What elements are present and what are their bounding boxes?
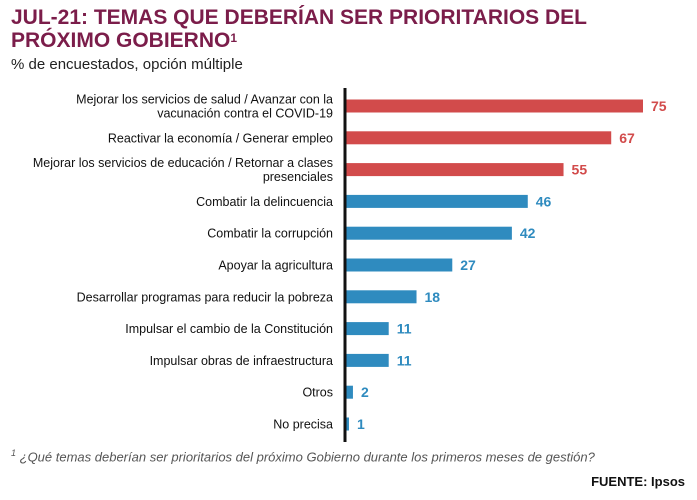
- chart-subtitle: % de encuestados, opción múltiple: [11, 56, 243, 73]
- category-label-8: Impulsar el cambio de la Constitución: [125, 322, 333, 336]
- bar-8: [345, 322, 389, 336]
- category-label-10: Otros: [302, 386, 333, 400]
- category-label-5: Combatir la corrupción: [207, 227, 333, 241]
- value-label-1: 75: [651, 98, 667, 114]
- value-label-2: 67: [619, 130, 635, 146]
- category-label-9: Impulsar obras de infraestructura: [150, 354, 333, 368]
- category-label-3: Mejorar los servicios de educación / Ret…: [33, 156, 333, 184]
- bar-10: [345, 385, 353, 399]
- bar-7: [345, 290, 417, 304]
- bar-chart: Mejorar los servicios de salud / Avanzar…: [33, 88, 667, 442]
- footnote-mark: 1: [11, 448, 17, 458]
- bar-9: [345, 353, 389, 367]
- category-label-11: No precisa: [273, 418, 333, 432]
- category-label-1: Mejorar los servicios de salud / Avanzar…: [76, 93, 333, 121]
- bar-6: [345, 258, 453, 272]
- source-label: FUENTE: Ipsos: [591, 474, 685, 489]
- chart-title-text: JUL-21: TEMAS QUE DEBERÍAN SER PRIORITAR…: [11, 6, 587, 52]
- category-label-6: Apoyar la agricultura: [218, 259, 333, 273]
- bar-1: [345, 99, 643, 113]
- value-label-7: 18: [425, 289, 441, 305]
- category-label-7: Desarrollar programas para reducir la po…: [77, 290, 333, 304]
- bar-2: [345, 131, 612, 145]
- value-label-3: 55: [572, 162, 588, 178]
- category-label-2: Reactivar la economía / Generar empleo: [108, 131, 333, 145]
- value-label-6: 27: [460, 257, 476, 273]
- value-label-9: 11: [397, 352, 412, 368]
- value-label-11: 1: [357, 416, 365, 432]
- bar-4: [345, 194, 528, 208]
- value-label-4: 46: [536, 193, 552, 209]
- bar-5: [345, 226, 512, 240]
- bar-11: [345, 417, 349, 431]
- bar-3: [345, 163, 564, 177]
- value-label-8: 11: [397, 321, 412, 337]
- value-label-10: 2: [361, 384, 369, 400]
- chart-title: JUL-21: TEMAS QUE DEBERÍAN SER PRIORITAR…: [11, 6, 691, 52]
- footnote: 1 ¿Qué temas deberían ser prioritarios d…: [11, 448, 595, 464]
- category-label-4: Combatir la delincuencia: [196, 195, 333, 209]
- footnote-text: ¿Qué temas deberían ser prioritarios del…: [16, 449, 595, 465]
- title-footnote-mark: 1: [230, 31, 238, 45]
- value-label-5: 42: [520, 225, 536, 241]
